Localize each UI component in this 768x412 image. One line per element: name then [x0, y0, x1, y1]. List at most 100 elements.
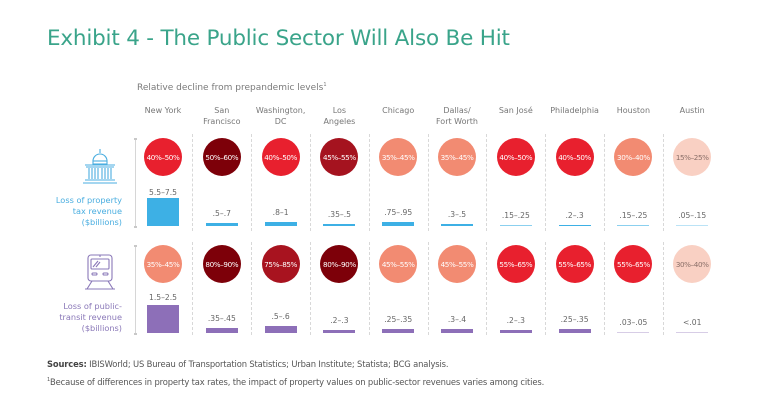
- value-label: .2–.3: [506, 315, 525, 325]
- column-header-line: Austin: [679, 106, 705, 115]
- row-label-line: Loss of public-: [63, 301, 122, 311]
- decline-circle: 30%–40%: [614, 138, 653, 176]
- value-bar: [676, 224, 709, 226]
- value-label: .25–.35: [560, 315, 589, 325]
- column-header: Los Angeles: [307, 106, 371, 127]
- decline-circle: 80%–90%: [320, 245, 359, 283]
- column-header-line: Francisco: [203, 116, 241, 126]
- column-header-line: New York: [144, 106, 182, 115]
- column-divider: [368, 134, 370, 231]
- column-divider: [545, 242, 547, 335]
- value-bar: [147, 305, 179, 333]
- column-header-line: Chicago: [382, 106, 415, 115]
- value-bar: [441, 224, 473, 226]
- value-label: .2–.3: [330, 315, 349, 325]
- decline-circle: 45%–55%: [379, 245, 418, 283]
- column-divider: [662, 242, 664, 335]
- value-bar: [441, 328, 473, 333]
- column-header-line: Fort Worth: [435, 116, 478, 126]
- column-header-line: Dallas/: [443, 106, 471, 115]
- value-label: .03–.05: [619, 317, 648, 327]
- column-header-line: Philadelphia: [550, 106, 599, 115]
- column-divider: [368, 242, 370, 335]
- value-bar: [617, 224, 650, 226]
- column-header-line: Houston: [616, 106, 651, 115]
- row-axis-property-tax: [134, 138, 137, 228]
- decline-circle: 40%–50%: [144, 138, 182, 176]
- sources-text: IBISWorld; US Bureau of Transportation S…: [86, 359, 449, 369]
- column-header-line: Washington,: [255, 106, 306, 115]
- value-bar: [323, 329, 356, 333]
- value-bar: [499, 224, 532, 226]
- decline-circle: 75%–85%: [261, 245, 300, 283]
- value-label: .2–.3: [565, 210, 584, 220]
- column-divider: [662, 134, 664, 231]
- decline-circle: 35%–45%: [438, 138, 476, 176]
- value-bar: [558, 224, 591, 226]
- value-bar: [264, 222, 297, 226]
- row-label-line: transit revenue: [59, 312, 122, 322]
- subtitle-text: Relative decline from prepandemic levels: [137, 83, 324, 93]
- column-divider: [427, 242, 429, 335]
- value-label: .8–1: [272, 208, 289, 218]
- value-bar: [499, 329, 532, 333]
- train-icon: [85, 254, 115, 290]
- decline-circle: 80%–90%: [202, 245, 241, 283]
- column-divider: [427, 134, 429, 231]
- value-bar: [382, 329, 415, 333]
- decline-circle: 55%–65%: [614, 245, 653, 283]
- decline-circle: 45%–55%: [320, 138, 359, 176]
- column-header-line: Angeles: [323, 116, 356, 126]
- column-header: Austin: [660, 106, 724, 117]
- value-label: .75–.95: [384, 208, 413, 218]
- decline-circle: 35%–45%: [379, 138, 418, 176]
- column-divider: [251, 242, 253, 335]
- decline-circle: 40%–50%: [261, 138, 300, 176]
- column-header: Houston: [601, 106, 665, 117]
- column-divider: [310, 242, 311, 335]
- value-bar: [323, 224, 356, 226]
- column-header: San José: [484, 106, 548, 117]
- chart-subtitle: Relative decline from prepandemic levels…: [137, 82, 327, 93]
- value-label: .15–.25: [619, 210, 648, 220]
- footnote-text: Because of differences in property tax r…: [50, 377, 545, 387]
- footnote-marker: 1: [47, 377, 51, 384]
- column-header: Washington, DC: [249, 106, 313, 127]
- decline-circle: 45%–55%: [438, 245, 476, 283]
- decline-circle: 40%–50%: [496, 138, 535, 176]
- column-divider: [251, 134, 253, 231]
- value-bar: [264, 326, 297, 333]
- decline-circle: 15%–25%: [673, 138, 712, 176]
- column-divider: [310, 134, 311, 231]
- capitol-building-icon: [83, 149, 117, 184]
- column-header: Chicago: [366, 106, 430, 117]
- value-bar: [617, 331, 650, 333]
- column-divider: [545, 134, 547, 231]
- column-divider: [192, 134, 194, 231]
- row-label-line: ($billions): [81, 323, 122, 333]
- value-label: .3–.5: [447, 210, 467, 220]
- column-divider: [192, 242, 194, 335]
- footnote-marker: 1: [323, 82, 327, 88]
- decline-circle: 30%–40%: [673, 245, 712, 283]
- value-label: .3–.4: [447, 314, 467, 324]
- column-header-line: DC: [274, 116, 287, 126]
- decline-circle: 50%–60%: [202, 138, 241, 176]
- value-label: .5–.7: [212, 209, 231, 219]
- column-header: Philadelphia: [543, 106, 607, 117]
- row-label-line: Loss of property: [55, 195, 122, 205]
- exhibit-title: Exhibit 4 - The Public Sector Will Also …: [47, 26, 510, 51]
- decline-circle: 40%–50%: [555, 138, 594, 176]
- value-label: .35–.5: [327, 210, 351, 220]
- column-header: San Francisco: [190, 106, 254, 127]
- column-divider: [486, 242, 488, 335]
- value-bar: [147, 198, 179, 226]
- value-bar: [558, 329, 591, 333]
- column-header-line: San José: [498, 106, 533, 115]
- value-label: .35–.45: [207, 313, 236, 323]
- footnote: 1Because of differences in property tax …: [47, 377, 544, 387]
- value-bar: [382, 222, 415, 226]
- column-divider: [604, 242, 605, 335]
- sources-note: Sources: IBISWorld; US Bureau of Transpo…: [47, 359, 449, 369]
- value-label: .25–.35: [384, 315, 413, 325]
